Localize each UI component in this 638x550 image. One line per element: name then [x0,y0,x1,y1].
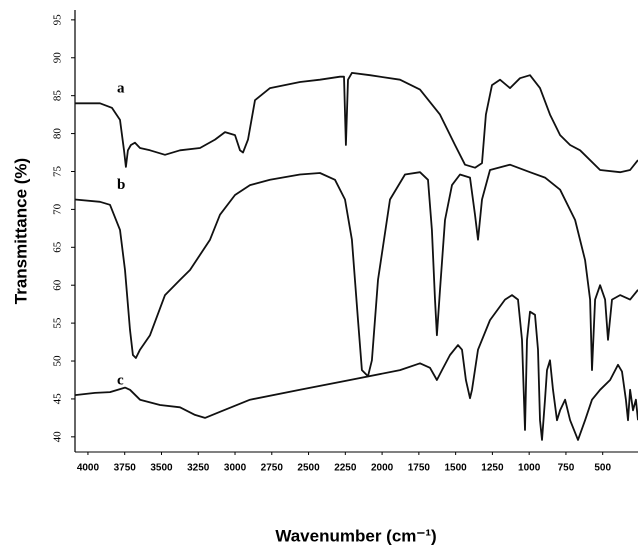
y-tick-label: 50 [52,355,64,367]
spectrum-line [74,163,638,378]
y-tick-label: 55 [52,317,64,329]
series-label: b [117,177,125,193]
y-tick-label: 65 [52,241,64,253]
x-tick-label: 3250 [187,463,210,474]
y-tick-label: 40 [52,431,64,443]
x-tick-label: 2000 [371,463,394,474]
y-tick-label: 85 [52,90,64,102]
y-tick-label: 80 [52,128,64,140]
y-tick-label: 45 [52,393,64,405]
x-tick-label: 750 [558,463,575,474]
series-label: a [117,81,125,97]
x-tick-label: 1750 [408,463,431,474]
x-tick-label: 3750 [114,463,137,474]
x-tick-label: 2750 [261,463,284,474]
x-tick-label: 2250 [334,463,357,474]
x-tick-label: 2500 [297,463,320,474]
x-tick-label: 1000 [518,463,541,474]
series-label: c [117,373,124,389]
y-tick-label: 60 [52,279,64,291]
y-axis-label: Transmittance (%) [11,158,30,304]
x-tick-label: 500 [594,463,611,474]
spectrum-line [75,72,638,174]
x-axis-label: Wavenumber (cm⁻¹) [275,526,436,545]
x-tick-label: 3000 [224,463,247,474]
y-tick-label: 90 [52,52,64,64]
x-tick-label: 1500 [445,463,468,474]
x-tick-label: 3500 [150,463,173,474]
y-tick-label: 95 [52,14,64,26]
x-tick-label: 1250 [481,463,504,474]
spectrum-line [74,294,638,441]
y-tick-label: 75 [52,165,64,177]
y-tick-label: 70 [52,203,64,215]
x-tick-label: 4000 [77,463,100,474]
